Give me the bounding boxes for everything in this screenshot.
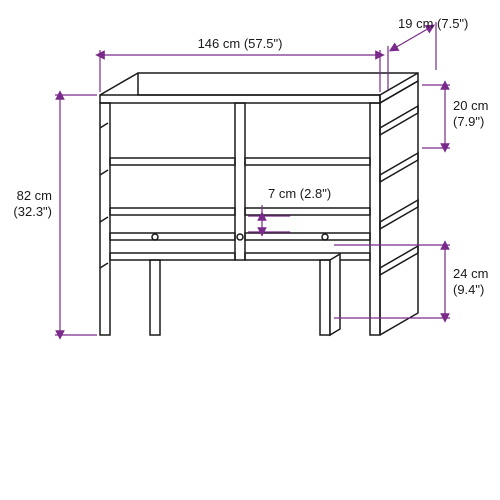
dim-height-cm: 82 cm <box>17 188 52 203</box>
dim-height: 82 cm (32.3") <box>13 95 97 335</box>
dimension-diagram: 146 cm (57.5") 19 cm (7.5") 82 cm (32.3"… <box>0 0 500 500</box>
dim-leg-clearance: 24 cm (9.4") <box>334 245 488 318</box>
dim-slat-cm: 7 cm <box>268 186 296 201</box>
dim-depth-cm: 19 cm <box>398 16 433 31</box>
dim-shelf-gap: 20 cm (7.9") <box>422 85 488 148</box>
svg-text:19 cm (7.5"): 19 cm (7.5") <box>398 16 468 31</box>
dim-width: 146 cm (57.5") <box>100 36 380 92</box>
dim-shelf-cm: 20 cm <box>453 98 488 113</box>
dim-depth: 19 cm (7.5") <box>388 16 468 90</box>
dim-width-in: (57.5") <box>244 36 283 51</box>
dim-leg-cm: 24 cm <box>453 266 488 281</box>
svg-text:7 cm (2.8"): 7 cm (2.8") <box>268 186 331 201</box>
furniture-left-side <box>100 123 108 268</box>
svg-text:146 cm (57.5"): 146 cm (57.5") <box>198 36 283 51</box>
dim-leg-in: (9.4") <box>453 282 484 297</box>
dim-slat-in: (2.8") <box>300 186 331 201</box>
dim-depth-in: (7.5") <box>437 16 468 31</box>
bolt-details <box>152 234 328 240</box>
dim-width-cm: 146 cm <box>198 36 241 51</box>
dim-height-in: (32.3") <box>13 204 52 219</box>
dim-shelf-in: (7.9") <box>453 114 484 129</box>
dim-slat-gap: 7 cm (2.8") <box>248 186 331 232</box>
furniture-top <box>100 73 418 103</box>
